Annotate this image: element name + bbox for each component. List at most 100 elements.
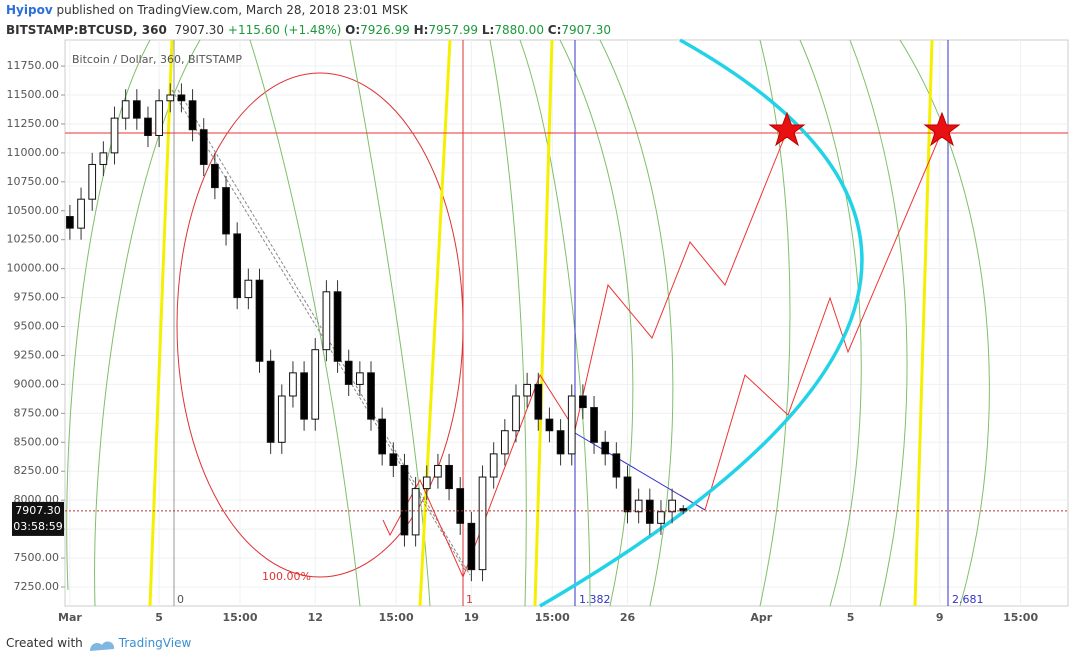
candle-body [478, 476, 487, 571]
header: Hyipov published on TradingView.com, Mar… [6, 0, 611, 40]
x-tick-label: 15:00 [535, 611, 570, 624]
candle-body [411, 488, 420, 536]
candle-body [467, 522, 476, 571]
candle-body [144, 117, 152, 137]
candle-body [634, 499, 643, 513]
candle-body [66, 216, 74, 229]
candle-body [601, 441, 610, 455]
candle-body [668, 499, 676, 513]
y-tick-label: 11250.00 [7, 117, 60, 130]
y-tick-label: 7500.00 [14, 551, 60, 564]
x-tick-label: 5 [155, 611, 163, 624]
y-tick-label: 10750.00 [7, 175, 60, 188]
fib-label: 100.00% [262, 570, 311, 583]
candle-body [556, 430, 565, 455]
l-label: L: [481, 23, 495, 37]
y-tick-label: 8750.00 [14, 406, 60, 419]
y-tick-label: 11500.00 [7, 88, 60, 101]
created: Created with [6, 636, 83, 650]
candle-body [188, 100, 197, 131]
drawings [65, 38, 1068, 608]
candle-body [110, 117, 119, 154]
c-label: C: [547, 23, 562, 37]
candle-body [177, 94, 186, 102]
candle-body [266, 360, 275, 443]
candle-body [300, 372, 308, 420]
x-tick-label: 26 [620, 611, 636, 624]
brand[interactable]: TradingView [118, 636, 192, 650]
y-tick-label: 9750.00 [14, 291, 60, 304]
blue-trend [574, 432, 706, 511]
yellow-lines [148, 39, 934, 607]
stars [768, 111, 961, 147]
candle-body [579, 395, 587, 409]
candle-body [277, 395, 286, 443]
last-price-label: 7907.30 [15, 504, 61, 517]
y-tick-label: 10000.00 [7, 262, 60, 275]
candle-body [322, 291, 331, 351]
candle-body [623, 476, 632, 513]
o-label: O: [345, 23, 361, 37]
candle-body [523, 383, 531, 397]
time-2681-label: 2.681 [952, 593, 984, 606]
candle-body [344, 360, 353, 385]
x-tick-label: 15:00 [1003, 611, 1038, 624]
candle-body [222, 187, 230, 235]
x-tick-label: 15:00 [222, 611, 257, 624]
candle-body [99, 152, 108, 165]
grid [65, 40, 1068, 606]
x-tick-label: 15:00 [379, 611, 414, 624]
last-price-tag [12, 501, 64, 536]
x-tick-label: 19 [464, 611, 479, 624]
candle-body [512, 395, 520, 432]
parabola [539, 38, 864, 608]
candle-body [545, 418, 554, 432]
y-tick-label: 7250.00 [14, 580, 60, 593]
y-tick-label: 11750.00 [7, 59, 60, 72]
candle-body [389, 453, 398, 466]
chart: Bitcoin / Dollar, 360, BITSTAMP 100.00% … [7, 38, 1069, 624]
candle-body [422, 476, 431, 490]
candle-body [378, 418, 387, 455]
candle-body [233, 233, 242, 299]
trend-dashed [171, 89, 471, 576]
candle-body [445, 464, 453, 490]
tv-logo [90, 641, 115, 651]
h-label: H: [413, 23, 429, 37]
x-tick-label: 12 [308, 611, 323, 624]
y-tick-label: 10500.00 [7, 204, 60, 217]
candle-body [367, 372, 375, 420]
countdown: 03:58:59 [13, 520, 62, 533]
symbol: BITSTAMP:BTCUSD, 360 [6, 23, 167, 37]
y-tick-label: 10250.00 [7, 233, 60, 246]
h: 7957.99 [428, 23, 479, 37]
candle-body [679, 508, 688, 512]
candle-body [255, 279, 264, 362]
candle-body [434, 464, 442, 478]
y-tick-label: 8250.00 [14, 464, 60, 477]
x-tick-label: 9 [936, 611, 944, 624]
candle-body [612, 453, 621, 478]
candle-body [489, 453, 498, 478]
candle-body [657, 511, 665, 524]
candle-body [400, 464, 409, 536]
price: 7907.30 [174, 23, 225, 37]
candle-body [500, 430, 509, 455]
time-0-label: 0 [177, 593, 184, 606]
candle-body [590, 407, 598, 443]
candle-body [567, 395, 576, 455]
c: 7907.30 [561, 23, 612, 37]
candle-body [356, 372, 364, 385]
x-tick-label: Mar [58, 611, 82, 624]
candle-body [155, 100, 163, 137]
candle-body [244, 279, 253, 299]
candle-body [132, 100, 141, 119]
candle-body [199, 129, 208, 165]
plot-area [64, 39, 1069, 607]
y-tick-label: 9250.00 [14, 348, 60, 361]
candle-body [311, 349, 320, 420]
y-tick-label: 11000.00 [7, 146, 60, 159]
x-tick-label: Apr [750, 611, 772, 624]
author[interactable]: Hyipov [6, 3, 53, 17]
